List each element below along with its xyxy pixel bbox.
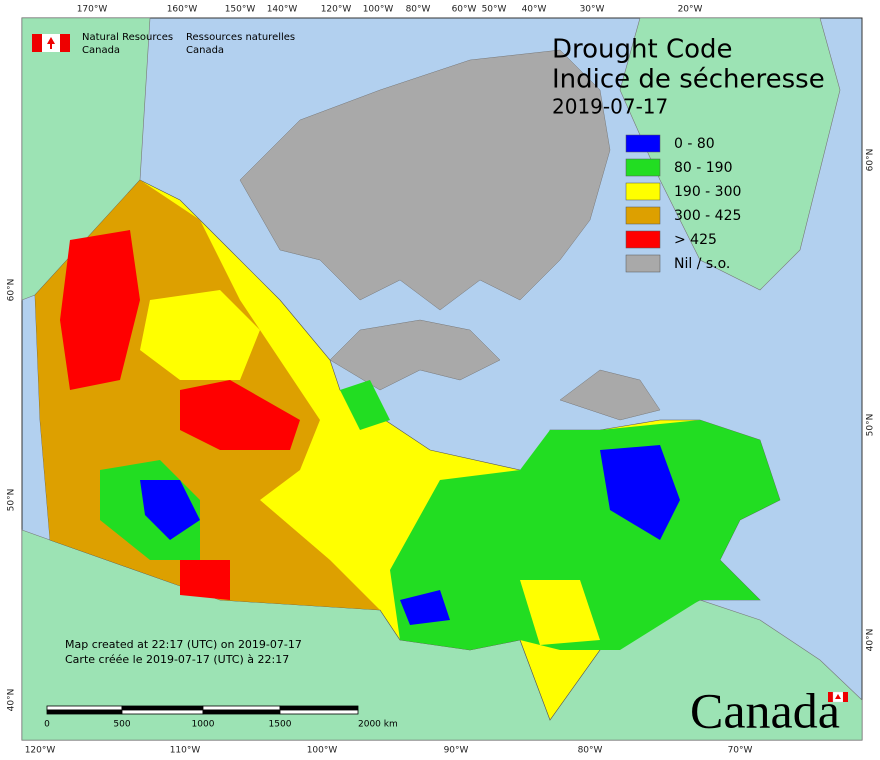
foreign-land bbox=[21, 17, 863, 741]
graticule-label: 50°W bbox=[482, 5, 507, 15]
graticule-label: 80°W bbox=[578, 746, 603, 756]
graticule-label: 90°W bbox=[444, 746, 469, 756]
legend-label: 300 - 425 bbox=[674, 208, 741, 224]
graticule-label: 100°W bbox=[307, 746, 338, 756]
legend-swatch bbox=[625, 158, 661, 177]
graticule-label: 110°W bbox=[170, 746, 201, 756]
scale-segment bbox=[121, 709, 204, 715]
scale-segment bbox=[121, 705, 204, 711]
legend-swatch bbox=[625, 206, 661, 225]
graticule-label: 20°W bbox=[678, 5, 703, 15]
scale-segment bbox=[279, 705, 359, 711]
credit: Carte créée le 2019-07-17 (UTC) à 22:17 bbox=[65, 653, 289, 666]
scale-label: 1500 bbox=[269, 720, 292, 730]
org-en: Natural Resources bbox=[82, 32, 173, 43]
canada-mainland bbox=[34, 179, 781, 721]
scale-segment bbox=[202, 709, 281, 715]
graticule-label: 40°N bbox=[7, 689, 17, 712]
graticule-label: 160°W bbox=[167, 5, 198, 15]
org-fr: Ressources naturelles bbox=[186, 32, 295, 43]
graticule-label: 60°N bbox=[7, 279, 17, 302]
graticule-label: 50°N bbox=[866, 414, 876, 437]
graticule-label: 30°W bbox=[580, 5, 605, 15]
graticule-label: 140°W bbox=[267, 5, 298, 15]
logo bbox=[32, 34, 70, 52]
legend-label: 80 - 190 bbox=[674, 160, 733, 176]
scale-label: 0 bbox=[44, 720, 50, 730]
scale-segment bbox=[279, 709, 359, 715]
graticule-label: 120°W bbox=[321, 5, 352, 15]
graticule-label: 40°N bbox=[866, 629, 876, 652]
scale-label: 2000 km bbox=[358, 720, 398, 730]
legend-swatch bbox=[625, 254, 661, 273]
scale-segment bbox=[46, 709, 123, 715]
legend-swatch bbox=[625, 230, 661, 249]
legend-label: > 425 bbox=[674, 232, 717, 248]
arctic-islands bbox=[239, 49, 661, 421]
legend-swatch bbox=[625, 182, 661, 201]
scale-segment bbox=[46, 705, 123, 711]
date: 2019-07-17 bbox=[552, 95, 668, 119]
graticule-label: 100°W bbox=[363, 5, 394, 15]
legend-label: 190 - 300 bbox=[674, 184, 741, 200]
title: Indice de sécheresse bbox=[552, 65, 825, 95]
wordmark: Canada bbox=[690, 682, 840, 738]
graticule-label: 40°W bbox=[522, 5, 547, 15]
graticule-label: 60°W bbox=[452, 5, 477, 15]
graticule-label: 50°N bbox=[7, 489, 17, 512]
scale-segment bbox=[202, 705, 281, 711]
scale-label: 1000 bbox=[192, 720, 215, 730]
org-fr: Canada bbox=[186, 45, 224, 56]
graticule-label: 170°W bbox=[77, 5, 108, 15]
org-en: Canada bbox=[82, 45, 120, 56]
title: Drought Code bbox=[552, 35, 733, 65]
legend-label: Nil / s.o. bbox=[674, 256, 730, 272]
graticule-label: 150°W bbox=[225, 5, 256, 15]
legend-label: 0 - 80 bbox=[674, 136, 715, 152]
credit: Map created at 22:17 (UTC) on 2019-07-17 bbox=[65, 638, 302, 651]
graticule-label: 120°W bbox=[25, 746, 56, 756]
graticule-label: 80°W bbox=[406, 5, 431, 15]
legend-swatch bbox=[625, 134, 661, 153]
scale-label: 500 bbox=[113, 720, 130, 730]
graticule-label: 60°N bbox=[866, 149, 876, 172]
graticule-label: 70°W bbox=[728, 746, 753, 756]
wordmark-flag bbox=[828, 691, 848, 703]
